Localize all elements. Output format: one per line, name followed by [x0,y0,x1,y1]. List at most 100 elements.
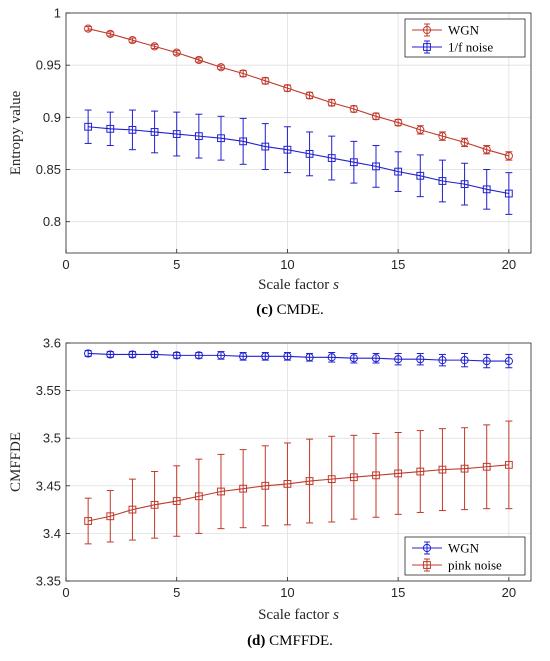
ticks-d: 0 5 10 15 20 3.35 3.4 3.45 3.5 3.55 3.6 [36,336,516,601]
y-tick-label: 3.5 [43,431,61,446]
data-point [217,487,225,496]
data-point [305,149,314,158]
data-point [460,138,469,147]
data-point [172,48,181,57]
data-point [349,158,358,167]
data-point [416,125,425,134]
caption-c: (c) CMDE. [256,302,324,318]
data-point [128,36,137,45]
data-point [150,128,159,136]
x-tick-label: 5 [173,257,180,272]
data-point [84,517,93,525]
x-tick-label: 0 [62,257,69,272]
y-tick-label: 3.55 [36,383,61,398]
data-point [194,132,203,141]
legend-label: pink noise [448,558,502,573]
data-point [172,351,181,360]
data-point [305,91,314,100]
data-point [194,492,203,501]
data-point [394,355,403,364]
data-point [261,352,270,361]
data-point [416,467,425,476]
data-point [106,350,115,359]
data-point [106,124,115,133]
series-wgn [84,349,513,369]
data-point [460,464,469,473]
data-point [482,462,491,471]
data-point [327,154,336,162]
series-1-f-noise [84,109,513,215]
legend-marker [422,25,432,35]
y-tick-label: 3.45 [36,478,61,493]
marks-d [84,349,513,545]
x-tick-label: 20 [502,585,516,600]
ticks-c: 0 5 10 15 20 0.8 0.85 0.9 0.95 1 [36,6,516,273]
y-tick-label: 0.8 [43,214,61,229]
x-tick-label: 5 [173,585,180,600]
y-tick-label: 1 [54,6,61,21]
data-point [128,350,137,359]
data-point [416,355,425,364]
data-point [438,465,447,474]
data-point [106,29,115,38]
data-point [482,145,491,154]
data-point [239,352,248,361]
data-point [216,351,226,360]
data-point [394,469,403,478]
data-point [349,104,358,114]
data-point [305,353,314,362]
data-point [261,481,270,490]
data-point [150,350,159,359]
caption-d: (d) CMFFDE. [247,633,333,649]
y-tick-label: 0.95 [36,58,61,73]
data-point [372,162,380,171]
data-point [194,351,203,360]
legend-marker [422,543,432,553]
data-point [84,122,93,131]
x-tick-label: 0 [62,585,69,600]
legend-c: WGN 1/f noise [404,18,526,58]
data-point [194,55,203,65]
legend-marker [423,561,431,569]
data-point [504,460,513,469]
data-point [327,353,336,362]
data-point [460,356,469,365]
data-point [460,180,469,189]
legend-d: WGN pink noise [404,536,526,576]
data-point [283,145,292,154]
data-point [239,137,248,146]
data-point [106,512,115,521]
data-point [438,356,447,365]
y-tick-label: 3.6 [43,336,61,351]
data-point [305,477,314,485]
data-point [150,500,159,509]
data-point [327,475,336,484]
data-point [371,354,381,363]
data-point [84,349,93,358]
x-axis-label-d: Scale factor s [258,607,339,623]
legend-label: WGN [448,23,480,38]
data-point [261,76,270,85]
x-axis-label-c: Scale factor s [258,277,339,293]
data-point [438,177,447,185]
axes-frame-c [65,12,532,254]
y-tick-label: 3.4 [43,526,61,541]
data-point [217,134,225,143]
data-point [372,471,380,480]
panel-c: 0 5 10 15 20 0.8 0.85 0.9 0.95 1 WGN 1/f noise Sca… [8,6,532,318]
data-point [283,352,292,361]
series-pink-noise [84,420,513,545]
data-point [349,473,358,482]
x-tick-label: 15 [391,585,405,600]
data-point [504,356,513,366]
data-point [438,132,447,141]
data-point [128,125,137,134]
axes-frame-d [65,342,532,582]
y-axis-label-d: CMFFDE [8,432,24,492]
data-point [239,69,248,78]
data-point [150,42,159,51]
data-point [283,84,292,93]
data-point [327,98,336,107]
y-tick-label: 0.9 [43,110,61,125]
x-tick-label: 20 [502,257,516,272]
